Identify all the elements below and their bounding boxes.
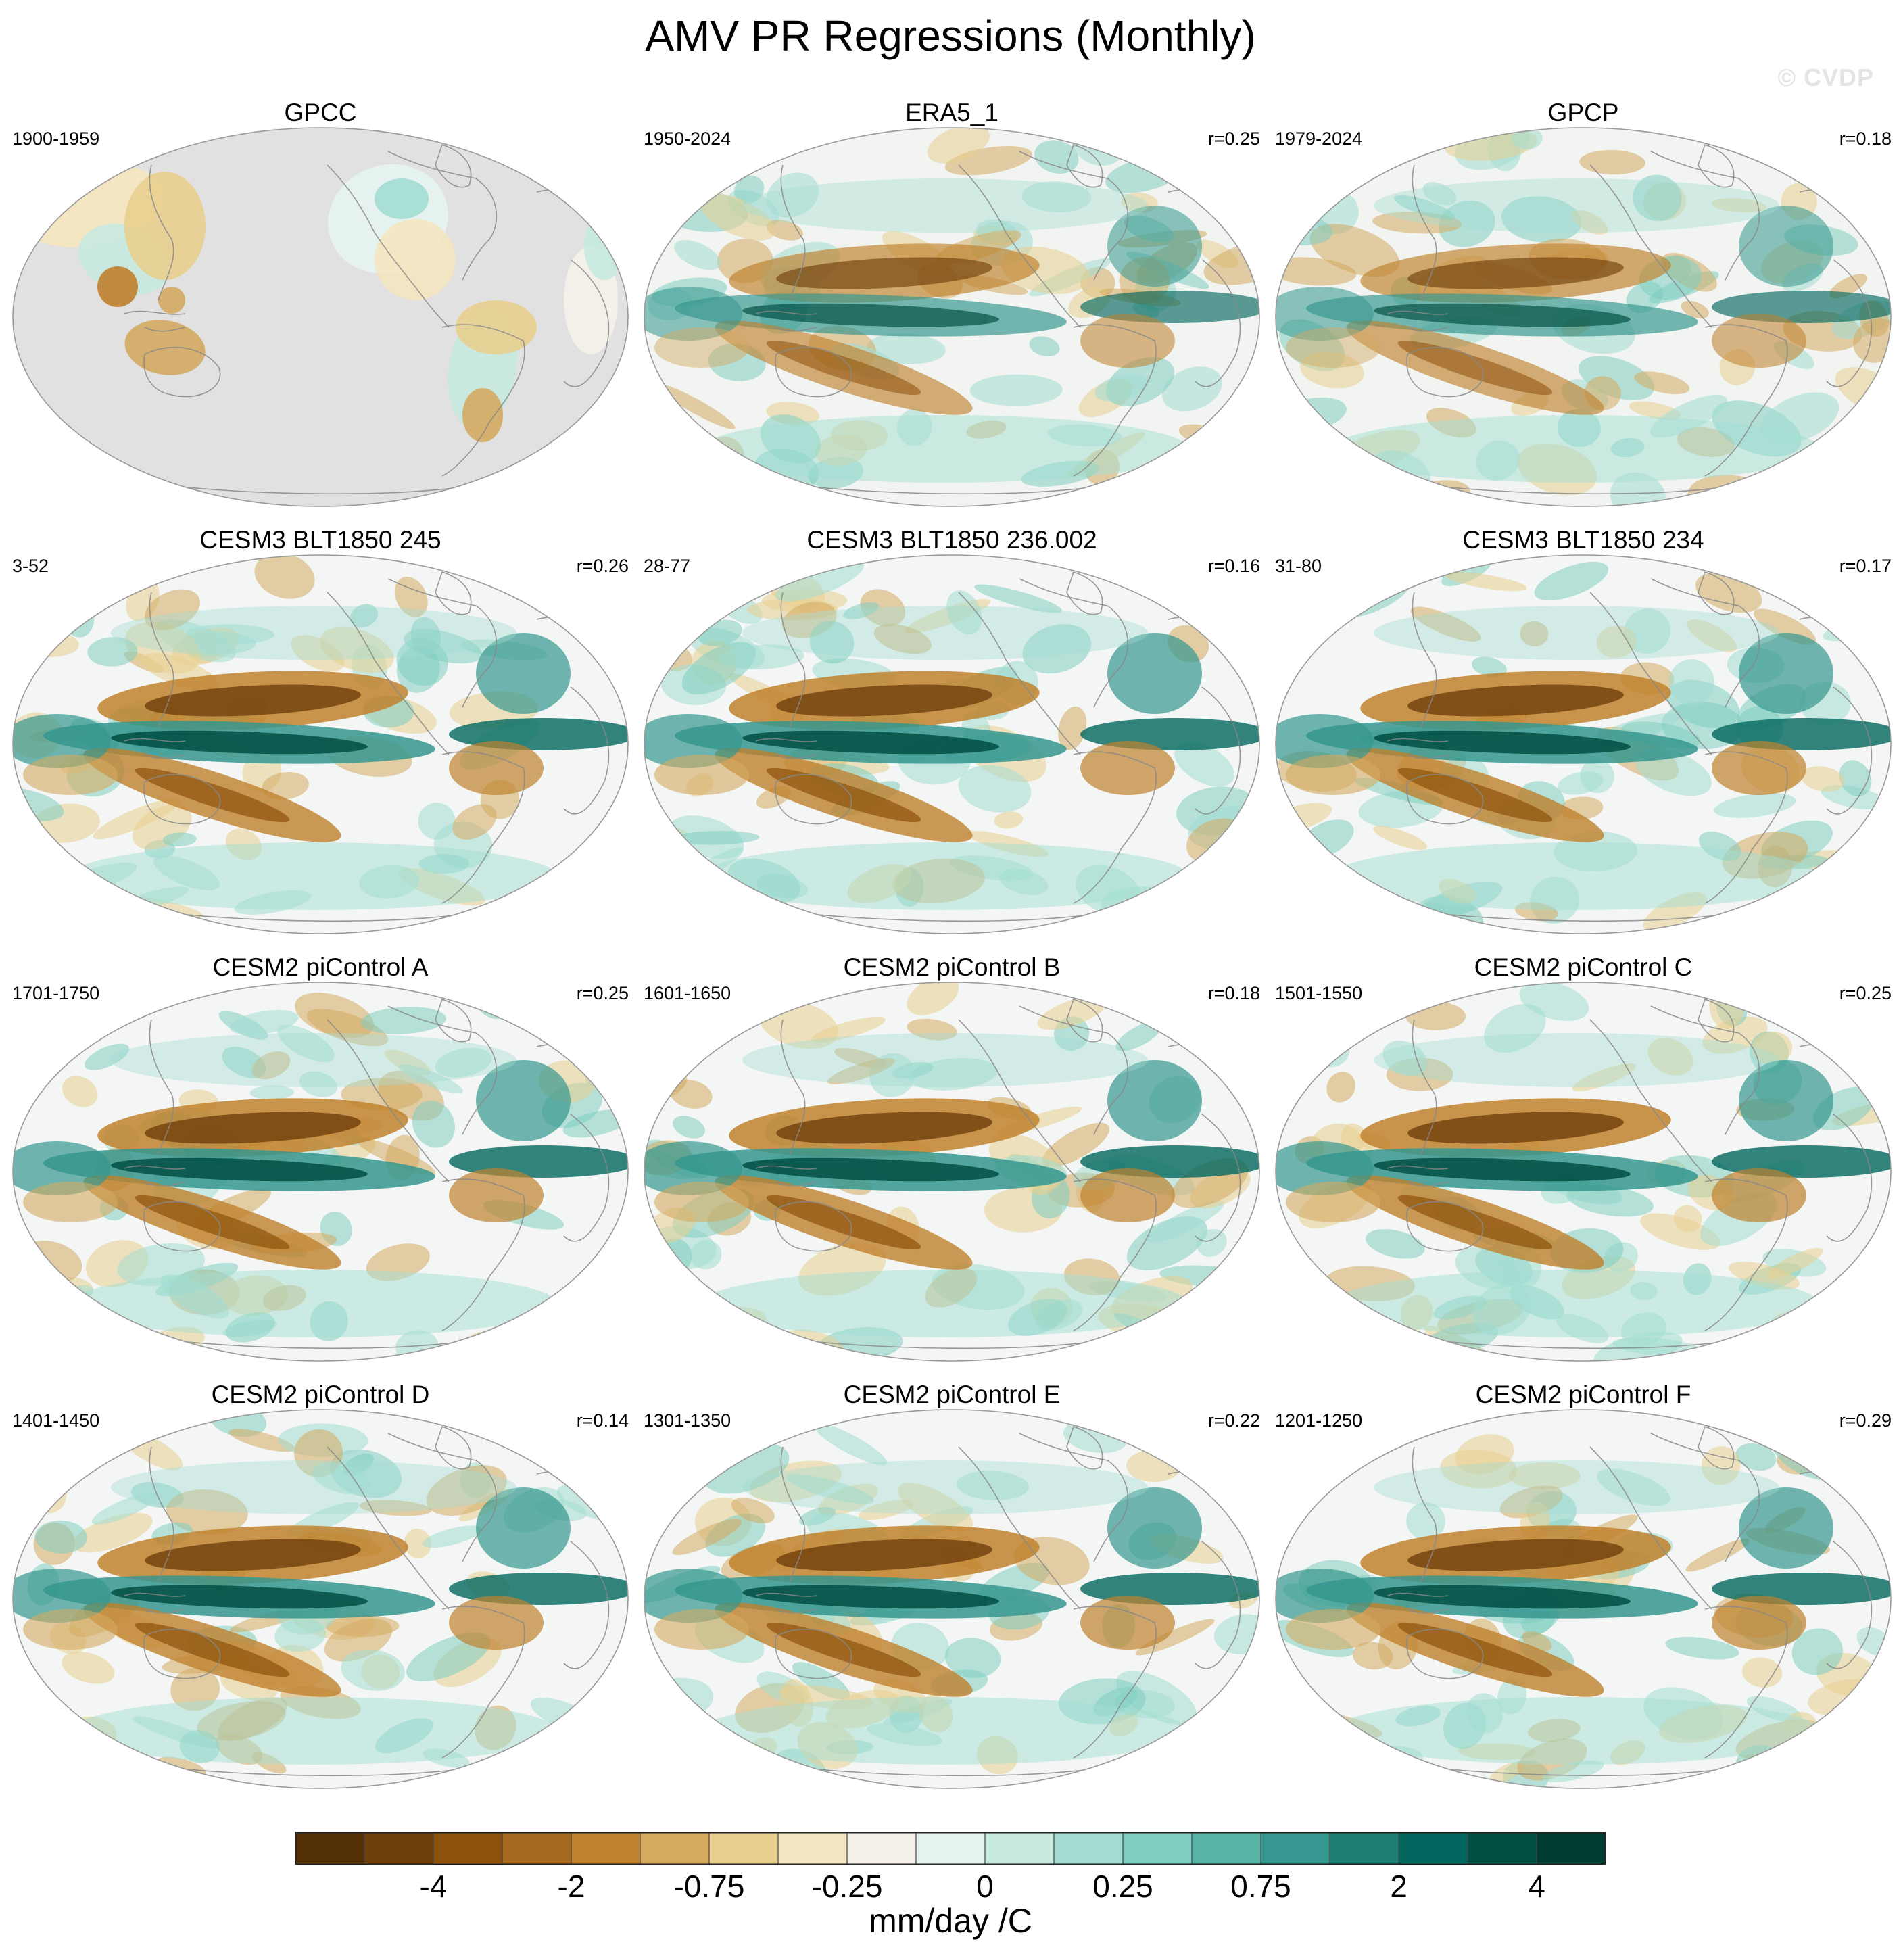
colorbar-swatch [502, 1833, 572, 1864]
colorbar-swatch [1054, 1833, 1124, 1864]
panel-map [12, 127, 629, 507]
map-panel: CESM2 piControl B 1601-1650 r=0.18 [641, 953, 1263, 1375]
colorbar-tick-label: -2 [557, 1869, 585, 1904]
panel-correlation: r=0.18 [1839, 128, 1892, 149]
map-panel: GPCC 1900-1959 [9, 99, 631, 521]
colorbar-tick-label: 0.25 [1092, 1869, 1153, 1904]
colorbar-swatch [1123, 1833, 1193, 1864]
panel-period: 3-52 [12, 556, 49, 576]
panel-title: CESM2 piControl D [211, 1381, 430, 1408]
panel-map [1275, 982, 1892, 1362]
panel-map [644, 1409, 1260, 1789]
panel-map [1275, 554, 1892, 934]
colorbar-swatch [916, 1833, 986, 1864]
watermark: © CVDP [1777, 64, 1874, 91]
panel-period: 1701-1750 [12, 983, 100, 1003]
colorbar-swatch [295, 1833, 365, 1864]
colorbar-tick-label: 4 [1528, 1869, 1545, 1904]
panel-correlation: r=0.25 [576, 983, 629, 1003]
panel-period: 1501-1550 [1275, 983, 1363, 1003]
panel-period: 28-77 [644, 556, 691, 576]
map-panel: CESM3 BLT1850 234 31-80 r=0.17 [1272, 526, 1894, 948]
panel-map [12, 554, 629, 934]
panel-map [644, 982, 1260, 1362]
map-panel: CESM2 piControl C 1501-1550 r=0.25 [1272, 953, 1894, 1375]
panel-period: 1900-1959 [12, 128, 100, 149]
colorbar-swatch [640, 1833, 710, 1864]
panel-map [12, 1409, 629, 1789]
panel-map [1275, 127, 1892, 507]
colorbar-swatch [1537, 1833, 1606, 1864]
colorbar-units: mm/day /C [869, 1902, 1032, 1940]
panel-title: ERA5_1 [905, 99, 998, 126]
panel-correlation: r=0.18 [1207, 983, 1260, 1003]
colorbar-swatch [709, 1833, 779, 1864]
colorbar-tick-label: 0 [976, 1869, 994, 1904]
colorbar-swatch [1261, 1833, 1330, 1864]
panel-correlation: r=0.22 [1207, 1410, 1260, 1431]
panel-title: GPCP [1547, 99, 1619, 126]
colorbar-swatch [1330, 1833, 1399, 1864]
colorbar-tick-label: 2 [1390, 1869, 1407, 1904]
panel-period: 31-80 [1275, 556, 1322, 576]
panel-title: CESM2 piControl A [212, 953, 429, 981]
colorbar-swatch [1192, 1833, 1261, 1864]
colorbar-swatch [1468, 1833, 1537, 1864]
panel-title: CESM2 piControl C [1474, 953, 1693, 981]
panel-title: CESM2 piControl B [843, 953, 1061, 981]
colorbar [295, 1832, 1606, 1865]
map-panel: CESM2 piControl D 1401-1450 r=0.14 [9, 1381, 631, 1802]
panel-period: 1301-1350 [644, 1410, 731, 1431]
panel-period: 1601-1650 [644, 983, 731, 1003]
colorbar-tick-label: -0.75 [673, 1869, 745, 1904]
panel-correlation: r=0.14 [576, 1410, 629, 1431]
panel-title: CESM2 piControl E [843, 1381, 1061, 1408]
panel-period: 1201-1250 [1275, 1410, 1363, 1431]
colorbar-swatch [364, 1833, 434, 1864]
panel-title: CESM3 BLT1850 236.002 [807, 526, 1097, 554]
map-panel: CESM3 BLT1850 236.002 28-77 r=0.16 [641, 526, 1263, 948]
map-panel: GPCP 1979-2024 r=0.18 [1272, 99, 1894, 521]
colorbar-swatch [847, 1833, 917, 1864]
colorbar-swatch [433, 1833, 503, 1864]
map-panel: ERA5_1 1950-2024 r=0.25 [641, 99, 1263, 521]
panel-correlation: r=0.16 [1207, 556, 1260, 576]
panel-correlation: r=0.25 [1839, 983, 1892, 1003]
colorbar-tick-label: 0.75 [1230, 1869, 1291, 1904]
panel-title: CESM3 BLT1850 234 [1462, 526, 1704, 554]
colorbar-swatch [985, 1833, 1055, 1864]
panel-title: GPCC [284, 99, 357, 126]
map-panel: CESM2 piControl A 1701-1750 r=0.25 [9, 953, 631, 1375]
panel-title: CESM3 BLT1850 245 [199, 526, 441, 554]
panel-map [644, 127, 1260, 507]
panel-map [1275, 1409, 1892, 1789]
panel-correlation: r=0.17 [1839, 556, 1892, 576]
panel-period: 1979-2024 [1275, 128, 1363, 149]
map-panel: CESM3 BLT1850 245 3-52 r=0.26 [9, 526, 631, 948]
panel-correlation: r=0.26 [576, 556, 629, 576]
colorbar-swatch [778, 1833, 848, 1864]
colorbar-tick-label: -4 [419, 1869, 448, 1904]
figure-title: AMV PR Regressions (Monthly) [645, 11, 1256, 60]
map-panel: CESM2 piControl E 1301-1350 r=0.22 [641, 1381, 1263, 1802]
panel-correlation: r=0.29 [1839, 1410, 1892, 1431]
panel-title: CESM2 piControl F [1475, 1381, 1691, 1408]
map-panel: CESM2 piControl F 1201-1250 r=0.29 [1272, 1381, 1894, 1802]
panel-map [644, 554, 1260, 934]
colorbar-swatch [571, 1833, 641, 1864]
panel-map [12, 982, 629, 1362]
colorbar-swatch [1399, 1833, 1468, 1864]
panel-correlation: r=0.25 [1207, 128, 1260, 149]
panel-period: 1950-2024 [644, 128, 731, 149]
colorbar-tick-label: -0.25 [811, 1869, 883, 1904]
panel-period: 1401-1450 [12, 1410, 100, 1431]
